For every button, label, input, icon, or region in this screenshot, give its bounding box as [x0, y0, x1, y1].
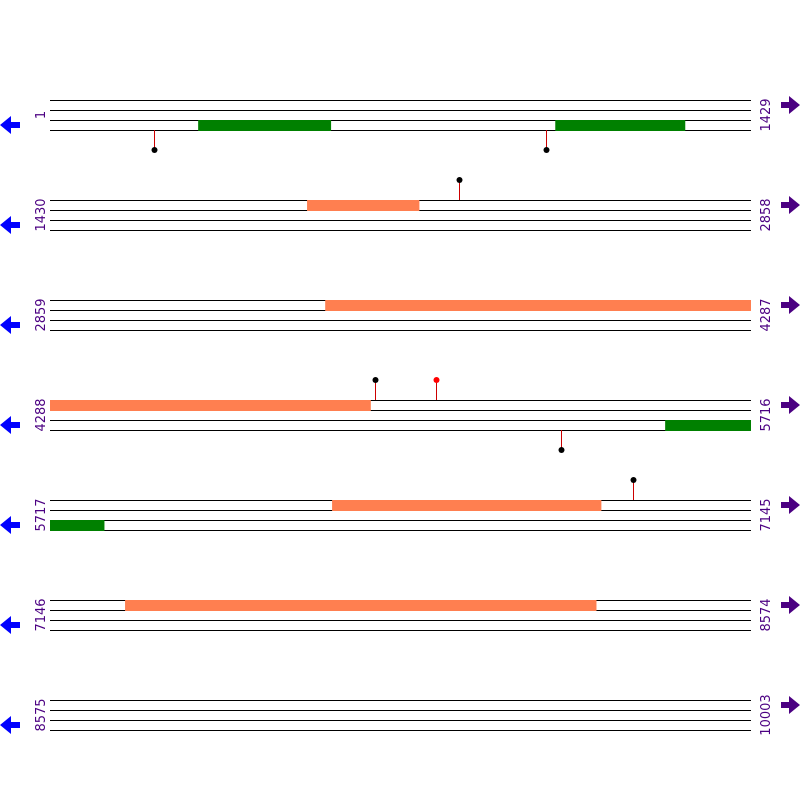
track-row: 7146 8574 — [0, 596, 800, 634]
forward-feature-bar[interactable] — [50, 400, 371, 411]
row-start-label: 1 — [34, 111, 49, 119]
track-row: 5717 7145 — [0, 477, 800, 534]
site-marker-dot[interactable] — [151, 147, 158, 153]
track-row: 8575 10003 — [0, 694, 800, 736]
track-row: 1430 2858 — [0, 177, 800, 234]
arrow-right-icon[interactable] — [781, 596, 800, 614]
reverse-feature-bar[interactable] — [555, 120, 686, 131]
site-marker-dot[interactable] — [433, 377, 440, 383]
row-start-label: 1430 — [34, 198, 49, 231]
forward-feature-bar[interactable] — [307, 200, 420, 211]
arrow-left-icon[interactable] — [0, 316, 20, 334]
arrow-right-icon[interactable] — [781, 196, 800, 214]
forward-feature-bar[interactable] — [325, 300, 751, 311]
row-end-label: 2858 — [759, 198, 774, 231]
row-start-label: 2859 — [34, 298, 49, 331]
row-end-label: 5716 — [759, 398, 774, 431]
track-row: 2859 4287 — [0, 296, 800, 334]
reverse-feature-bar[interactable] — [665, 420, 751, 431]
row-end-label: 8574 — [759, 598, 774, 631]
track-row: 1 1429 — [0, 96, 800, 153]
arrow-right-icon[interactable] — [781, 496, 800, 514]
arrow-left-icon[interactable] — [0, 716, 20, 734]
site-marker-dot[interactable] — [372, 377, 379, 383]
row-start-label: 5717 — [34, 498, 49, 531]
site-marker-dot[interactable] — [558, 447, 565, 453]
reverse-feature-bar[interactable] — [198, 120, 332, 131]
arrow-left-icon[interactable] — [0, 516, 20, 534]
row-start-label: 4288 — [34, 398, 49, 431]
arrow-right-icon[interactable] — [781, 696, 800, 714]
forward-feature-bar[interactable] — [125, 600, 597, 611]
reverse-feature-bar[interactable] — [50, 520, 105, 531]
row-start-label: 7146 — [34, 598, 49, 631]
site-marker-dot[interactable] — [456, 177, 463, 183]
forward-feature-bar[interactable] — [332, 500, 602, 511]
track-row: 4288 5716 — [0, 377, 800, 453]
arrow-left-icon[interactable] — [0, 116, 20, 134]
row-end-label: 1429 — [759, 98, 774, 131]
arrow-left-icon[interactable] — [0, 216, 20, 234]
row-end-label: 7145 — [759, 498, 774, 531]
arrow-right-icon[interactable] — [781, 396, 800, 414]
arrow-left-icon[interactable] — [0, 416, 20, 434]
site-marker-dot[interactable] — [543, 147, 550, 153]
arrow-left-icon[interactable] — [0, 616, 20, 634]
arrow-right-icon[interactable] — [781, 296, 800, 314]
site-marker-dot[interactable] — [630, 477, 637, 483]
row-start-label: 8575 — [34, 698, 49, 731]
arrow-right-icon[interactable] — [781, 96, 800, 114]
row-end-label: 10003 — [759, 694, 774, 735]
row-end-label: 4287 — [759, 298, 774, 331]
